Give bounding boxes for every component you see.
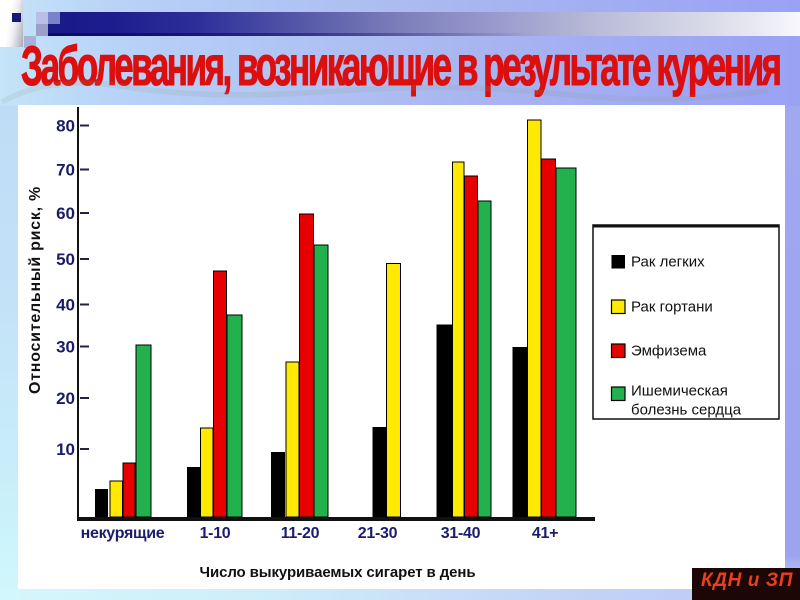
svg-text:болезнь сердца: болезнь сердца xyxy=(631,402,742,419)
svg-text:40: 40 xyxy=(56,296,75,315)
svg-text:21-30: 21-30 xyxy=(358,525,398,542)
svg-text:Рак гортани: Рак гортани xyxy=(631,299,713,316)
svg-text:50: 50 xyxy=(56,250,75,269)
svg-text:некурящие: некурящие xyxy=(81,525,165,542)
svg-text:Относительный риск, %: Относительный риск, % xyxy=(27,186,44,394)
svg-text:Число выкуриваемых сигарет в д: Число выкуриваемых сигарет в день xyxy=(200,564,476,581)
svg-text:31-40: 31-40 xyxy=(441,525,481,542)
svg-text:10: 10 xyxy=(56,440,75,459)
svg-text:70: 70 xyxy=(56,161,75,180)
svg-text:30: 30 xyxy=(56,338,75,357)
svg-text:1-10: 1-10 xyxy=(200,525,231,542)
svg-text:80: 80 xyxy=(56,117,75,136)
svg-text:41+: 41+ xyxy=(532,525,558,542)
svg-text:Ишемическая: Ишемическая xyxy=(631,383,728,400)
svg-text:60: 60 xyxy=(56,204,75,223)
svg-text:Рак легких: Рак легких xyxy=(631,254,705,271)
svg-text:20: 20 xyxy=(56,389,75,408)
svg-text:11-20: 11-20 xyxy=(281,525,320,542)
svg-text:Эмфизема: Эмфизема xyxy=(631,343,707,360)
